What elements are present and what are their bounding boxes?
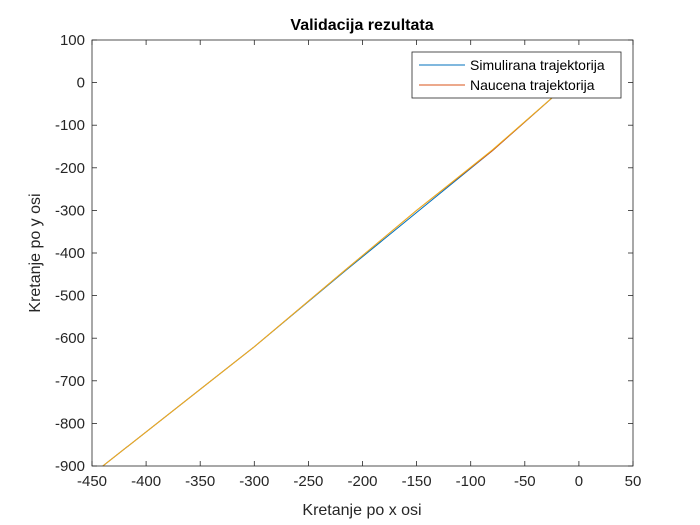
x-tick-label: -350 (185, 473, 215, 490)
plot-area (92, 40, 633, 466)
legend: Simulirana trajektorija Naucena trajektor… (411, 51, 622, 99)
x-axis-label: Kretanje po x osi (302, 502, 421, 519)
legend-label: Naucena trajektorija (470, 77, 595, 93)
y-tick-label: -200 (55, 160, 85, 177)
x-tick-label: 50 (625, 473, 642, 490)
y-tick-label: -400 (55, 245, 85, 262)
y-tick-label: -900 (55, 458, 85, 475)
legend-label: Simulirana trajektorija (470, 57, 605, 73)
x-tick-label: -100 (456, 473, 486, 490)
plot-background (92, 40, 633, 466)
series-layer (102, 92, 558, 467)
axes-layer: -450 -400 -350 -300 -250 -200 -150 -100 -50 0 50-9… (55, 32, 641, 490)
y-tick-label: -100 (55, 117, 85, 134)
y-tick-label: -600 (55, 330, 85, 347)
x-tick-label: -300 (239, 473, 269, 490)
x-tick-label: 0 (575, 473, 583, 490)
y-tick-label: 0 (77, 75, 85, 92)
x-tick-label: -450 (77, 473, 107, 490)
x-tick-label: -250 (293, 473, 323, 490)
x-tick-label: -50 (514, 473, 536, 490)
x-tick-label: -150 (402, 473, 432, 490)
y-tick-label: -300 (55, 202, 85, 219)
y-tick-label: -700 (55, 373, 85, 390)
series-line-3 (102, 92, 558, 467)
y-tick-label: 100 (60, 32, 85, 49)
y-axis-label: Kretanje po y osi (27, 193, 44, 312)
x-tick-label: -400 (131, 473, 161, 490)
x-tick-label: -200 (347, 473, 377, 490)
y-tick-label: -500 (55, 288, 85, 305)
y-tick-label: -800 (55, 415, 85, 432)
legend-box (411, 51, 622, 99)
chart-title: Validacija rezultata (290, 17, 433, 34)
